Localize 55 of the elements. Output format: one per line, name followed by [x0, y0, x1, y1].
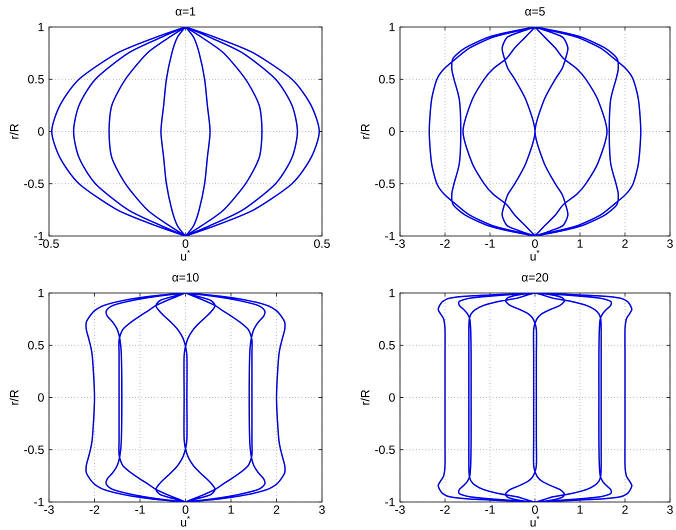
y-tick-label: 0 [38, 127, 44, 136]
y-tick-label: -0.5 [375, 445, 395, 454]
chart-title: α=10 [172, 273, 199, 282]
y-tick-label: 0.5 [379, 340, 395, 350]
y-tick-label: 1 [38, 22, 44, 32]
x-axis-title: u$^{*}$ [530, 516, 540, 527]
y-tick-label: 1 [38, 288, 44, 298]
x-tick-label: 2 [622, 239, 628, 248]
x-tick-label: 1 [578, 505, 583, 514]
x-tick-label: 2 [622, 505, 628, 514]
chart-title: α=20 [522, 273, 548, 282]
x-tick-label: 0 [182, 239, 188, 248]
x-tick-label: 1 [228, 505, 234, 514]
y-tick-label: 1 [390, 22, 395, 32]
y-tick-label: -0.5 [24, 445, 44, 454]
x-axis-title: u$^{*}$ [530, 250, 540, 261]
y-axis-title: r/R [10, 124, 18, 139]
x-tick-label: -3 [395, 239, 405, 248]
y-tick-label: 0.5 [28, 340, 44, 350]
x-tick-label: 3 [667, 505, 673, 514]
x-tick-label: -3 [395, 505, 405, 514]
x-tick-label: 3 [319, 505, 325, 514]
x-tick-label: 0 [182, 505, 188, 514]
x-tick-label: -1 [485, 239, 495, 248]
y-tick-label: -1 [385, 232, 395, 240]
x-tick-label: -1 [135, 505, 145, 514]
y-axis-title: r/R [360, 390, 370, 405]
y-tick-label: -1 [385, 498, 395, 506]
x-tick-label: 0.5 [314, 239, 330, 248]
chart-title: α=1 [176, 7, 196, 16]
y-tick-label: -0.5 [24, 179, 44, 188]
y-tick-label: 1 [390, 288, 395, 298]
y-tick-label: 0.5 [379, 74, 395, 84]
x-tick-label: -3 [44, 505, 54, 514]
x-tick-label: 0 [532, 239, 538, 248]
y-tick-label: 0.5 [28, 74, 44, 84]
y-tick-label: -1 [34, 498, 44, 506]
y-tick-label: 0 [389, 127, 395, 136]
x-tick-label: -2 [440, 239, 450, 248]
y-tick-label: -1 [34, 232, 44, 240]
x-tick-label: 2 [274, 505, 280, 514]
x-axis-title: u$^{*}$ [181, 516, 190, 527]
x-tick-label: -2 [440, 505, 450, 514]
x-tick-label: 3 [667, 239, 673, 248]
x-tick-label: 1 [578, 239, 583, 248]
y-tick-label: 0 [389, 393, 395, 402]
y-axis-title: r/R [360, 124, 370, 139]
x-tick-label: -2 [90, 505, 100, 514]
y-axis-title: r/R [10, 390, 18, 405]
y-tick-label: 0 [38, 393, 44, 402]
x-tick-label: 0 [532, 505, 538, 514]
x-axis-title: u$^{*}$ [181, 250, 190, 261]
chart-title: α=5 [525, 7, 545, 16]
y-tick-label: -0.5 [375, 179, 395, 188]
x-tick-label: -1 [485, 505, 495, 514]
